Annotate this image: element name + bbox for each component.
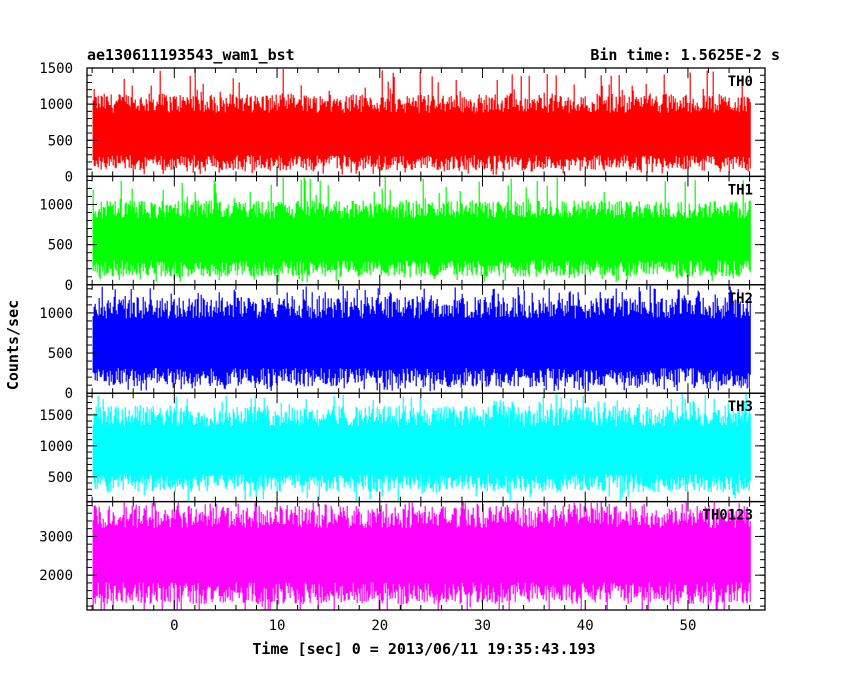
- series-th3: [92, 393, 751, 502]
- y-tick-label: 500: [48, 238, 73, 254]
- y-tick-label: 1000: [39, 306, 73, 322]
- series-th0123: [92, 501, 751, 611]
- y-tick-label: 1000: [39, 439, 73, 455]
- y-tick-label: 500: [48, 133, 73, 149]
- panel-th3: 500 1000 1500 TH3: [39, 392, 766, 503]
- y-tick-label: 1000: [39, 97, 73, 113]
- y-tick-label: 0: [65, 278, 73, 294]
- y-tick-label: 2000: [39, 568, 73, 584]
- panel-label: TH0123: [702, 508, 753, 524]
- y-tick-label: 500: [48, 470, 73, 486]
- panel-label: TH0: [728, 74, 753, 90]
- y-tick-label: 1000: [39, 198, 73, 214]
- x-tick-label: 50: [680, 618, 697, 634]
- panels-group: 050010001500TH005001000TH105001000TH2500…: [39, 61, 766, 634]
- y-tick-label: 3000: [39, 529, 73, 545]
- panel-th0: 0 500 1000 1500 TH0: [39, 61, 766, 185]
- panel-label: TH1: [728, 182, 753, 198]
- y-tick-label: 0: [65, 169, 73, 185]
- y-tick-label: 500: [48, 346, 73, 362]
- panel-th1: 0 500 1000 TH1: [39, 175, 766, 294]
- series-th1: [92, 176, 751, 283]
- x-tick-label: 30: [474, 618, 491, 634]
- series-th0: [92, 68, 751, 175]
- bin-time-label: Bin time: 1.5625E-2 s: [590, 46, 780, 64]
- panel-label: TH2: [728, 291, 753, 307]
- panel-th0123: 2000 3000 TH0123: [39, 500, 766, 611]
- y-tick-label: 1500: [39, 408, 73, 424]
- chart-title: ae130611193543_wam1_bst: [87, 46, 295, 64]
- y-tick-label: 0: [65, 386, 73, 402]
- x-tick-label: 20: [371, 618, 388, 634]
- panel-frame: [86, 500, 766, 611]
- series-th2: [92, 285, 751, 392]
- x-axis-label: Time [sec] 0 = 2013/06/11 19:35:43.193: [252, 640, 595, 658]
- y-tick-label: 1500: [39, 61, 73, 77]
- x-tick-label: 10: [269, 618, 286, 634]
- panel-label: TH3: [728, 399, 753, 415]
- x-tick-label: 40: [577, 618, 594, 634]
- y-axis-label: Counts/sec: [4, 300, 22, 390]
- x-tick-label: 0: [170, 618, 178, 634]
- panel-th2: 0 500 1000 TH2: [39, 284, 766, 402]
